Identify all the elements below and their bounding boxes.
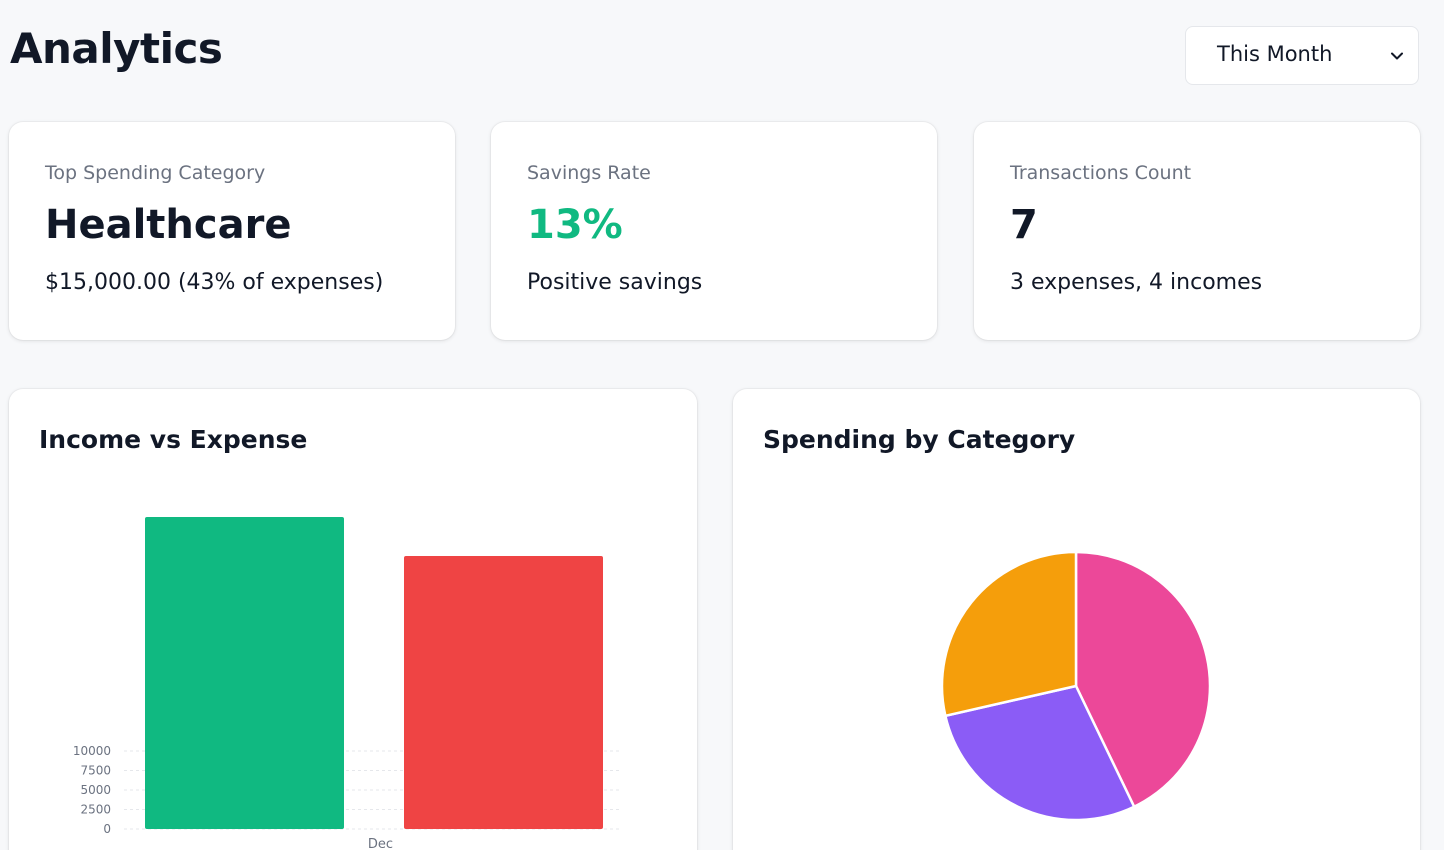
y-tick-label: 10000	[73, 744, 111, 758]
stat-value: Healthcare	[45, 202, 292, 248]
x-tick-label: Dec	[368, 837, 393, 850]
bar-expense[interactable]	[404, 556, 603, 829]
pie-slice-category-3[interactable]	[940, 550, 1078, 718]
y-tick-label: 2500	[80, 803, 111, 817]
stat-value: 7	[1010, 202, 1038, 248]
transactions-count-card: Transactions Count 7 3 expenses, 4 incom…	[974, 122, 1420, 340]
savings-rate-card: Savings Rate 13% Positive savings	[491, 122, 937, 340]
period-select-value: This Month	[1217, 42, 1333, 66]
y-tick-label: 0	[103, 822, 111, 836]
y-tick-label: 5000	[80, 783, 111, 797]
stat-label: Top Spending Category	[45, 162, 266, 184]
income-expense-bar-chart: 0 2500 5000 7500 10000 Dec	[73, 517, 621, 850]
stat-value: 13%	[527, 202, 623, 248]
income-vs-expense-card: Income vs Expense 0 2500 5000 7500 10000 Dec	[9, 389, 697, 850]
chart-title: Spending by Category	[763, 425, 1076, 454]
chart-title: Income vs Expense	[39, 425, 308, 454]
chevron-down-icon	[1391, 52, 1403, 60]
stat-subtext: $15,000.00 (43% of expenses)	[45, 270, 384, 295]
period-select[interactable]: This Month	[1185, 26, 1419, 85]
bar-income[interactable]	[145, 517, 344, 829]
stat-label: Savings Rate	[527, 162, 651, 184]
pie-slice-healthcare[interactable]	[1074, 550, 1212, 809]
y-tick-label: 7500	[80, 764, 111, 778]
stat-subtext: 3 expenses, 4 incomes	[1010, 270, 1263, 295]
page-title: Analytics	[10, 24, 223, 73]
stat-label: Transactions Count	[1010, 162, 1192, 184]
pie-slice-category-2[interactable]	[943, 684, 1136, 822]
top-spending-category-card: Top Spending Category Healthcare $15,000…	[9, 122, 455, 340]
spending-category-pie-chart	[940, 550, 1212, 822]
stat-subtext: Positive savings	[527, 270, 703, 295]
spending-by-category-card: Spending by Category	[733, 389, 1420, 850]
